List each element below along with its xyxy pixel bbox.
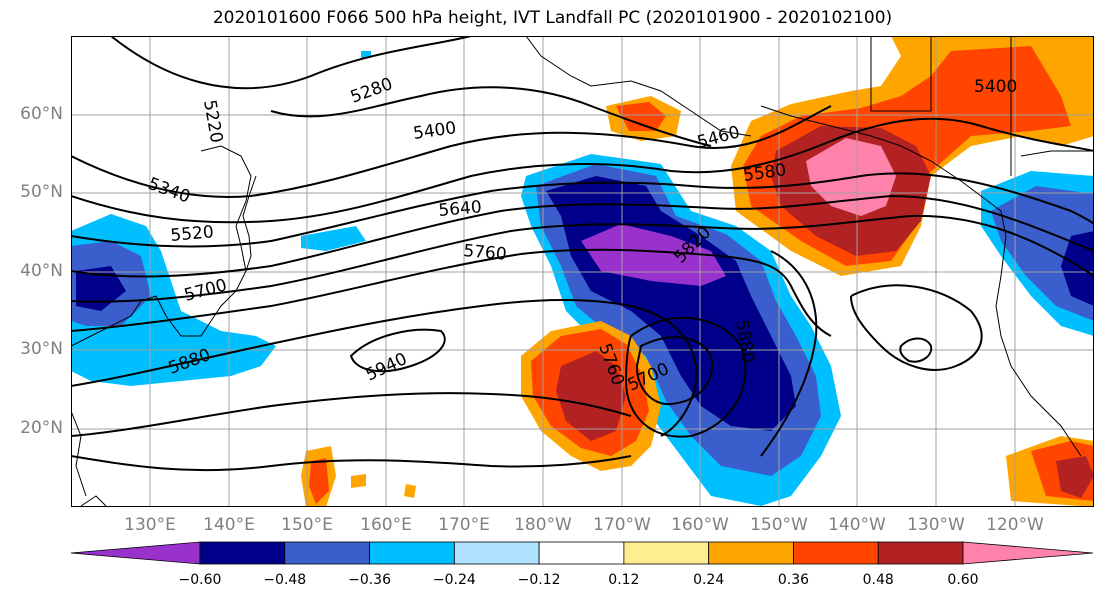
lon-label: 180°W	[514, 515, 572, 535]
colorbar-segment	[538, 541, 625, 565]
lon-label: 140°W	[828, 515, 886, 535]
map-canvas: 5220 5280 5400 5340 5520 5640 5760 5700 …	[71, 36, 1094, 507]
colorbar-tick-label: 0.12	[608, 572, 640, 588]
colorbar-segment	[623, 541, 710, 565]
colorbar-tick-label: −0.60	[178, 572, 222, 588]
map-panel: 5220 5280 5400 5340 5520 5640 5760 5700 …	[71, 36, 1094, 507]
colorbar-tick-label: 0.24	[693, 572, 725, 588]
colorbar-tick-label: −0.48	[263, 572, 307, 588]
lon-label: 120°W	[986, 515, 1044, 535]
colorbar-tick-label: 0.48	[862, 572, 894, 588]
colorbar	[70, 541, 1094, 565]
lon-label: 150°E	[281, 515, 333, 535]
lat-label: 60°N	[20, 104, 63, 124]
ivt-positive-alaska	[606, 36, 1094, 276]
colorbar-tick-label: −0.24	[432, 572, 476, 588]
colorbar-segment	[70, 541, 201, 565]
colorbar-segment	[199, 541, 286, 565]
contour-label: 5640	[438, 197, 483, 221]
colorbar-segment	[962, 541, 1094, 565]
map-frame	[71, 36, 1094, 507]
colorbar-segment	[793, 541, 879, 565]
lon-label: 170°W	[593, 515, 651, 535]
colorbar-segment	[708, 541, 794, 565]
colorbar-tick-label: −0.12	[517, 572, 561, 588]
lat-label: 30°N	[20, 339, 63, 359]
contour-label: 5340	[145, 174, 192, 208]
height-contours	[71, 36, 1094, 472]
contour-label: 5400	[974, 77, 1017, 97]
contour-label: 5700	[182, 275, 229, 306]
colorbar-tick-label: 0.36	[777, 572, 810, 588]
map-title: 2020101600 F066 500 hPa height, IVT Land…	[212, 8, 893, 28]
ivt-negative-central	[521, 154, 841, 506]
lon-label: 130°E	[124, 515, 176, 535]
colorbar-segment	[453, 541, 540, 565]
coastlines	[71, 36, 1094, 507]
lon-label: 130°W	[907, 515, 965, 535]
colorbar-segment	[877, 541, 964, 565]
contour-label: 5760	[463, 241, 508, 265]
lon-label: 170°E	[438, 515, 490, 535]
colorbar-tick-label: −0.36	[348, 572, 391, 588]
contour-label: 5520	[170, 222, 215, 246]
lat-label: 40°N	[20, 261, 63, 281]
lon-label: 160°W	[671, 515, 729, 535]
lon-label: 150°W	[750, 515, 808, 535]
lat-label: 50°N	[20, 182, 63, 202]
ivt-negative-west	[71, 214, 366, 386]
lat-label: 20°N	[20, 418, 63, 438]
colorbar-tick-label: 0.60	[947, 572, 979, 588]
lon-label: 140°E	[203, 515, 255, 535]
colorbar-segment	[284, 541, 370, 565]
colorbar-segment	[369, 541, 455, 565]
contour-label: 5400	[412, 118, 458, 144]
contour-label: 5220	[199, 98, 226, 144]
lon-label: 160°E	[360, 515, 412, 535]
